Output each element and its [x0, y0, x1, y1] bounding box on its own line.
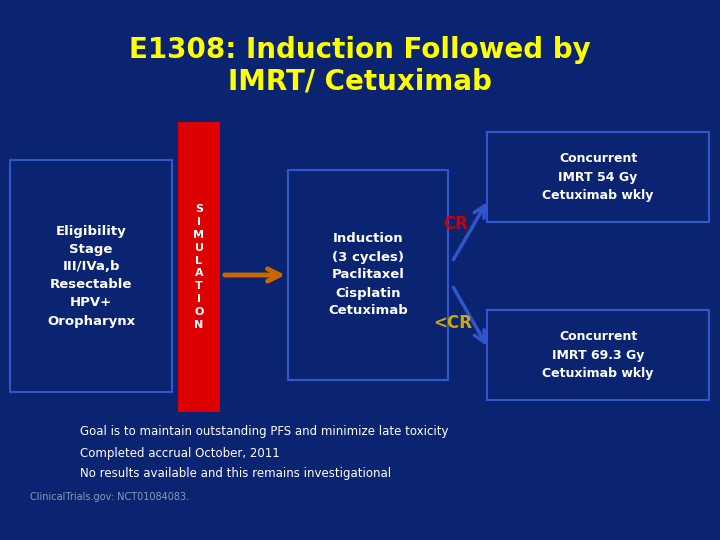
Text: CR: CR [444, 215, 469, 233]
Text: S
I
M
U
L
A
T
I
O
N: S I M U L A T I O N [194, 205, 204, 329]
FancyBboxPatch shape [10, 160, 172, 392]
Text: ClinicalTrials.gov: NCT01084083.: ClinicalTrials.gov: NCT01084083. [30, 492, 189, 502]
Text: IMRT/ Cetuximab: IMRT/ Cetuximab [228, 68, 492, 96]
Text: E1308: Induction Followed by: E1308: Induction Followed by [129, 36, 591, 64]
FancyBboxPatch shape [487, 132, 709, 222]
FancyBboxPatch shape [178, 122, 220, 412]
Text: Concurrent
IMRT 69.3 Gy
Cetuximab wkly: Concurrent IMRT 69.3 Gy Cetuximab wkly [542, 330, 654, 380]
Text: Eligibility
Stage
III/IVa,b
Resectable
HPV+
Oropharynx: Eligibility Stage III/IVa,b Resectable H… [47, 225, 135, 327]
FancyBboxPatch shape [487, 310, 709, 400]
Text: Goal is to maintain outstanding PFS and minimize late toxicity: Goal is to maintain outstanding PFS and … [80, 426, 449, 438]
FancyBboxPatch shape [288, 170, 448, 380]
Text: Concurrent
IMRT 54 Gy
Cetuximab wkly: Concurrent IMRT 54 Gy Cetuximab wkly [542, 152, 654, 201]
Text: Completed accrual October, 2011: Completed accrual October, 2011 [80, 447, 280, 460]
Text: No results available and this remains investigational: No results available and this remains in… [80, 468, 391, 481]
Text: <CR: <CR [433, 314, 472, 332]
Text: Induction
(3 cycles)
Paclitaxel
Cisplatin
Cetuximab: Induction (3 cycles) Paclitaxel Cisplati… [328, 233, 408, 318]
